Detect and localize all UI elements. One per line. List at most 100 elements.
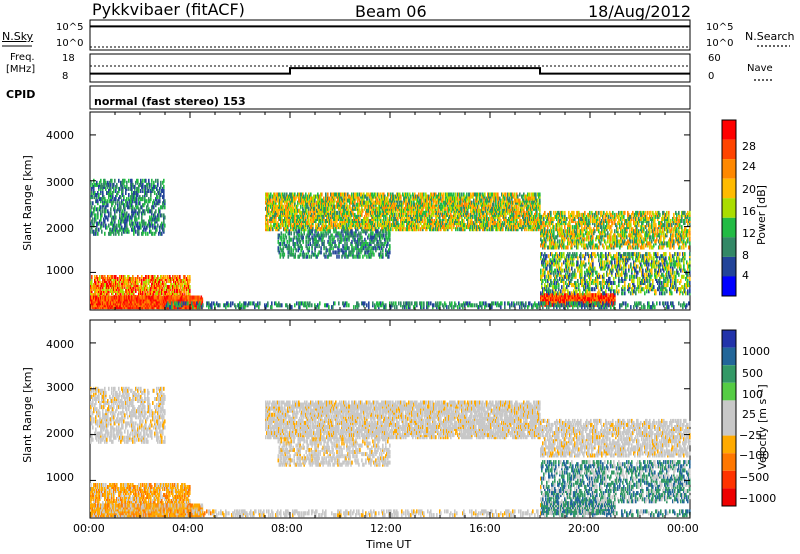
heatmap-cell [100, 179, 102, 183]
heatmap-cell [151, 183, 153, 187]
heatmap-cell [139, 277, 141, 281]
heatmap-cell [147, 203, 149, 207]
cpid-panel-frame [90, 86, 690, 109]
heatmap-cell [164, 287, 166, 291]
heatmap-cell [318, 223, 320, 227]
heatmap-cell [145, 179, 147, 183]
heatmap-cell [123, 195, 125, 199]
heatmap-cell [119, 187, 121, 191]
heatmap-cell [142, 183, 144, 187]
heatmap-cell [126, 224, 128, 228]
heatmap-cell [164, 224, 166, 228]
heatmap-cell [95, 213, 97, 217]
heatmap-cell [305, 193, 307, 197]
heatmap-cell [155, 209, 157, 213]
heatmap-cell [172, 275, 174, 279]
heatmap-cell [148, 189, 150, 193]
heatmap-cell [101, 222, 103, 226]
heatmap-cell [157, 195, 159, 199]
heatmap-cell [115, 201, 117, 205]
heatmap-cell [165, 275, 167, 279]
heatmap-cell [433, 227, 435, 231]
heatmap-cell [161, 232, 163, 236]
heatmap-cell [149, 275, 151, 279]
heatmap-cell [142, 195, 144, 199]
heatmap-cell [142, 291, 144, 295]
heatmap-cell [488, 217, 490, 221]
heatmap-cell [425, 219, 427, 223]
heatmap-cell [137, 275, 139, 279]
heatmap-cell [155, 179, 157, 183]
heatmap-cell [189, 285, 191, 289]
heatmap-cell [137, 222, 139, 226]
heatmap-cell [124, 203, 126, 207]
heatmap-cell [443, 193, 445, 197]
heatmap-cell [124, 179, 126, 183]
heatmap-cell [135, 209, 137, 213]
heatmap-cell [411, 201, 413, 205]
heatmap-cell [137, 179, 139, 183]
heatmap-cell [164, 216, 166, 220]
heatmap-cell [272, 227, 274, 231]
heatmap-cell [128, 179, 130, 183]
heatmap-cell [90, 230, 92, 234]
heatmap-cell [163, 193, 165, 197]
heatmap-cell [327, 193, 329, 197]
heatmap-cell [136, 201, 138, 205]
heatmap-cell [505, 213, 507, 217]
heatmap-cell [129, 220, 131, 224]
heatmap-cell [128, 230, 130, 234]
heatmap-cell [104, 220, 106, 224]
heatmap-cell [290, 219, 292, 223]
heatmap-cell [146, 275, 148, 279]
heatmap-cell [347, 205, 349, 209]
heatmap-cell [457, 197, 459, 201]
heatmap-cell [142, 179, 144, 183]
heatmap-cell [345, 193, 347, 197]
heatmap-cell [131, 179, 133, 183]
heatmap-cell [127, 201, 129, 205]
heatmap-cell [139, 209, 141, 213]
heatmap-cell [153, 181, 155, 185]
heatmap-cell [149, 183, 151, 187]
heatmap-cell [400, 195, 402, 199]
heatmap-cell [137, 193, 139, 197]
heatmap-cell [90, 201, 92, 205]
heatmap-cell [102, 191, 104, 195]
heatmap-cell [137, 279, 139, 283]
heatmap-cell [478, 205, 480, 209]
heatmap-cell [126, 211, 128, 215]
heatmap-cell [104, 232, 106, 236]
heatmap-cell [112, 275, 114, 279]
heatmap-cell [97, 211, 99, 215]
heatmap-cell [105, 187, 107, 191]
heatmap-cell [156, 228, 158, 232]
heatmap-cell [407, 193, 409, 197]
heatmap-cell [157, 179, 159, 183]
heatmap-cell [108, 224, 110, 228]
heatmap-cell [491, 199, 493, 203]
heatmap-cell [150, 197, 152, 201]
heatmap-cell [179, 275, 181, 279]
heatmap-cell [418, 223, 420, 227]
heatmap-cell [337, 211, 339, 215]
heatmap-cell [362, 225, 364, 229]
heatmap-cell [189, 275, 191, 279]
heatmap-cell [308, 207, 310, 211]
nsky-panel-frame [90, 20, 690, 50]
heatmap-cell [152, 224, 154, 228]
heatmap-cell [120, 205, 122, 209]
heatmap-cell [107, 199, 109, 203]
heatmap-cell [473, 199, 475, 203]
heatmap-cell [284, 193, 286, 197]
heatmap-cell [463, 219, 465, 223]
heatmap-cell [100, 205, 102, 209]
heatmap-cell [90, 181, 92, 185]
heatmap-cell [119, 201, 121, 205]
heatmap-cell [154, 191, 156, 195]
heatmap-cell [110, 183, 112, 187]
heatmap-cell [390, 227, 392, 231]
heatmap-cell [357, 193, 359, 197]
heatmap-cell [111, 179, 113, 183]
heatmap-cell [455, 193, 457, 197]
